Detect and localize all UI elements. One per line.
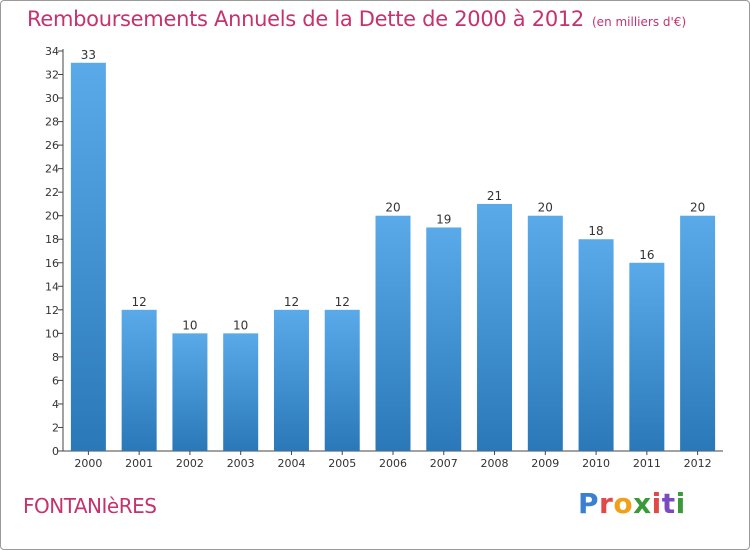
y-tick-label: 34 <box>45 45 59 58</box>
x-tick-label: 2012 <box>684 457 712 470</box>
y-tick-label: 10 <box>45 327 59 340</box>
logo-letter: t <box>661 487 676 520</box>
x-tick-label: 2006 <box>379 457 407 470</box>
x-tick-label: 2011 <box>633 457 661 470</box>
x-tick-label: 2003 <box>227 457 255 470</box>
bar-value-label: 12 <box>132 295 147 309</box>
x-tick-label: 2002 <box>176 457 204 470</box>
x-tick-label: 2007 <box>430 457 458 470</box>
bar <box>629 262 665 451</box>
y-tick-label: 8 <box>52 351 59 364</box>
x-tick-label: 2008 <box>481 457 509 470</box>
chart-title-block: Remboursements Annuels de la Dette de 20… <box>27 7 686 31</box>
bar-value-label: 18 <box>588 224 603 238</box>
bar <box>273 309 309 451</box>
y-tick-label: 32 <box>45 69 59 82</box>
logo-letter: P <box>578 487 600 520</box>
bars <box>70 62 716 451</box>
logo-letter: x <box>633 487 652 520</box>
bar-value-label: 20 <box>690 201 705 215</box>
bar-value-label: 12 <box>284 295 299 309</box>
y-tick-label: 22 <box>45 186 59 199</box>
bar <box>426 227 462 451</box>
x-tick-label: 2004 <box>277 457 305 470</box>
x-tick-label: 2005 <box>328 457 356 470</box>
bar-value-label: 20 <box>385 201 400 215</box>
bar <box>477 203 513 451</box>
bar-value-label: 12 <box>335 295 350 309</box>
bar-value-label: 33 <box>81 48 96 62</box>
y-tick-label: 20 <box>45 210 59 223</box>
bar <box>680 215 716 451</box>
x-tick-label: 2000 <box>74 457 102 470</box>
y-tick-label: 28 <box>45 116 59 129</box>
bar-value-label: 19 <box>436 212 451 226</box>
y-tick-label: 18 <box>45 233 59 246</box>
y-tick-label: 30 <box>45 92 59 105</box>
y-tick-label: 14 <box>45 280 59 293</box>
y-tick-label: 4 <box>52 398 59 411</box>
bar-value-label: 16 <box>639 248 654 262</box>
logo-letter: r <box>599 487 614 520</box>
y-tick-label: 16 <box>45 257 59 270</box>
bar <box>172 333 208 451</box>
y-tick-label: 24 <box>45 163 59 176</box>
bar <box>70 62 106 451</box>
x-tick-label: 2009 <box>531 457 559 470</box>
y-tick-label: 6 <box>52 374 59 387</box>
logo-letter: i <box>675 487 686 520</box>
y-tick-label: 26 <box>45 139 59 152</box>
x-tick-label: 2010 <box>582 457 610 470</box>
logo-letter: o <box>613 487 634 520</box>
proxiti-logo[interactable]: Proxiti <box>578 487 686 520</box>
bar <box>223 333 259 451</box>
y-tick-label: 12 <box>45 304 59 317</box>
bar <box>121 309 157 451</box>
town-name: FONTANIèRES <box>23 494 157 518</box>
y-tick-label: 0 <box>52 445 59 458</box>
y-tick-label: 2 <box>52 421 59 434</box>
bar-value-label: 10 <box>182 318 197 332</box>
bar-value-label: 10 <box>233 318 248 332</box>
logo-letter: i <box>651 487 662 520</box>
bar <box>324 309 360 451</box>
bar <box>578 239 614 451</box>
bar-value-label: 21 <box>487 189 502 203</box>
bar <box>527 215 563 451</box>
chart-title: Remboursements Annuels de la Dette de 20… <box>27 7 584 31</box>
x-tick-label: 2001 <box>125 457 153 470</box>
bar-value-label: 20 <box>538 201 553 215</box>
chart-unit: (en milliers d'€) <box>592 15 687 29</box>
bar <box>375 215 411 451</box>
